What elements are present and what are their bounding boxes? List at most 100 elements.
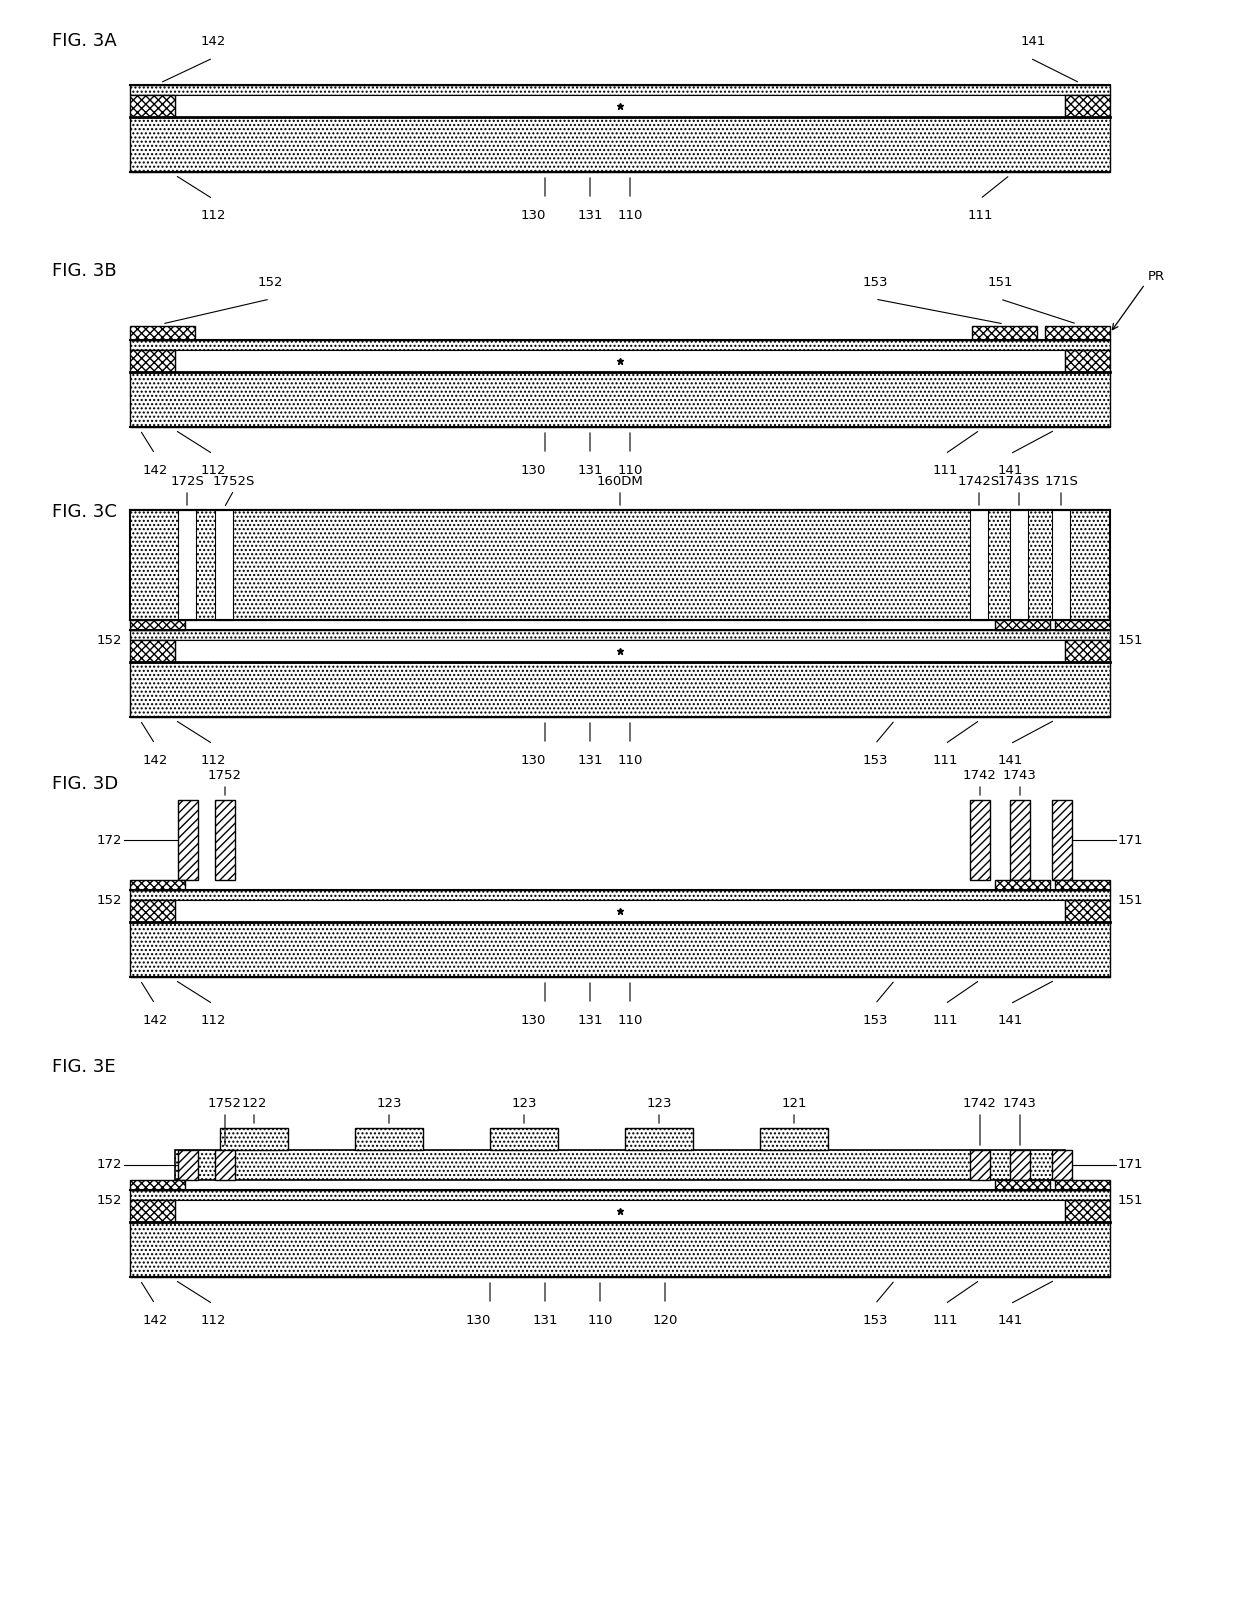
Text: 111: 111	[932, 1314, 957, 1327]
Bar	[130, 921, 1110, 977]
Bar	[130, 900, 175, 921]
Text: 112: 112	[200, 209, 226, 221]
Text: 112: 112	[200, 754, 226, 767]
Text: FIG. 3E: FIG. 3E	[52, 1058, 115, 1075]
Bar	[970, 510, 988, 620]
Text: 172: 172	[97, 833, 122, 846]
Bar	[1055, 880, 1110, 891]
Bar	[130, 372, 1110, 427]
Bar	[175, 1151, 1065, 1180]
Bar	[760, 1128, 828, 1151]
Text: 130: 130	[465, 1314, 491, 1327]
Text: 110: 110	[618, 1014, 642, 1027]
Text: 110: 110	[588, 1314, 613, 1327]
Text: FIG. 3A: FIG. 3A	[52, 32, 117, 50]
Bar	[130, 1189, 1110, 1201]
Bar	[1052, 510, 1070, 620]
Text: 1752: 1752	[208, 1096, 242, 1111]
Bar	[175, 95, 1065, 117]
Text: 120: 120	[652, 1314, 678, 1327]
Bar	[130, 880, 185, 891]
Bar	[355, 1128, 423, 1151]
Bar	[130, 620, 185, 631]
Text: 141: 141	[1021, 35, 1045, 48]
Bar	[1055, 1180, 1110, 1189]
Bar	[130, 95, 175, 117]
Bar	[179, 1151, 198, 1180]
Text: 131: 131	[578, 464, 603, 477]
Text: 123: 123	[511, 1096, 537, 1111]
Text: PR: PR	[1148, 270, 1166, 282]
Text: FIG. 3D: FIG. 3D	[52, 775, 118, 793]
Bar	[215, 510, 233, 620]
Bar	[130, 326, 195, 340]
Text: 153: 153	[862, 1314, 888, 1327]
Text: 172: 172	[97, 1159, 122, 1172]
Bar	[1011, 1151, 1030, 1180]
Bar	[1055, 620, 1110, 631]
Bar	[130, 1221, 1110, 1278]
Text: 110: 110	[618, 464, 642, 477]
Bar	[1065, 95, 1110, 117]
Text: 160DM: 160DM	[596, 475, 644, 488]
Text: 131: 131	[578, 1014, 603, 1027]
Text: 122: 122	[242, 1096, 267, 1111]
Text: 131: 131	[532, 1314, 558, 1327]
Text: 142: 142	[143, 754, 167, 767]
Text: 1742S: 1742S	[957, 475, 1001, 488]
Text: 142: 142	[143, 1314, 167, 1327]
Text: 151: 151	[987, 276, 1013, 289]
Text: 111: 111	[932, 1014, 957, 1027]
Text: 112: 112	[200, 1314, 226, 1327]
Bar	[1065, 900, 1110, 921]
Bar	[1052, 799, 1073, 880]
Bar	[1045, 326, 1110, 340]
Text: 130: 130	[521, 209, 546, 221]
Text: 171: 171	[1118, 833, 1143, 846]
Text: 141: 141	[997, 1014, 1023, 1027]
Bar	[130, 661, 1110, 717]
Text: 110: 110	[618, 209, 642, 221]
Text: 1743: 1743	[1003, 769, 1037, 782]
Text: 1752: 1752	[208, 769, 242, 782]
Bar	[130, 640, 175, 661]
Bar	[175, 350, 1065, 372]
Text: 142: 142	[143, 1014, 167, 1027]
Bar	[1065, 350, 1110, 372]
Bar	[1065, 1201, 1110, 1221]
Bar	[130, 340, 1110, 350]
Text: 141: 141	[997, 464, 1023, 477]
Bar	[130, 891, 1110, 900]
Text: 152: 152	[97, 1194, 122, 1207]
Text: 111: 111	[932, 754, 957, 767]
Text: 153: 153	[862, 754, 888, 767]
Bar	[219, 1128, 288, 1151]
Bar	[130, 350, 175, 372]
Text: 151: 151	[1118, 634, 1143, 647]
Bar	[130, 510, 1110, 620]
Bar	[175, 900, 1065, 921]
Text: 142: 142	[143, 464, 167, 477]
Bar	[970, 1151, 990, 1180]
Text: FIG. 3B: FIG. 3B	[52, 262, 117, 279]
Text: 172S: 172S	[170, 475, 203, 488]
Bar	[1065, 640, 1110, 661]
Text: 130: 130	[521, 754, 546, 767]
Text: 131: 131	[578, 754, 603, 767]
Text: 1742: 1742	[963, 769, 997, 782]
Text: 131: 131	[578, 209, 603, 221]
Bar	[972, 326, 1037, 340]
Bar	[215, 799, 236, 880]
Text: 112: 112	[200, 1014, 226, 1027]
Bar	[970, 799, 990, 880]
Bar	[175, 1201, 1065, 1221]
Bar	[175, 640, 1065, 661]
Text: 171S: 171S	[1044, 475, 1078, 488]
Bar	[994, 620, 1050, 631]
Bar	[1052, 1151, 1073, 1180]
Text: 121: 121	[781, 1096, 807, 1111]
Text: 123: 123	[376, 1096, 402, 1111]
Bar	[994, 1180, 1050, 1189]
Bar	[179, 799, 198, 880]
Text: 130: 130	[521, 1014, 546, 1027]
